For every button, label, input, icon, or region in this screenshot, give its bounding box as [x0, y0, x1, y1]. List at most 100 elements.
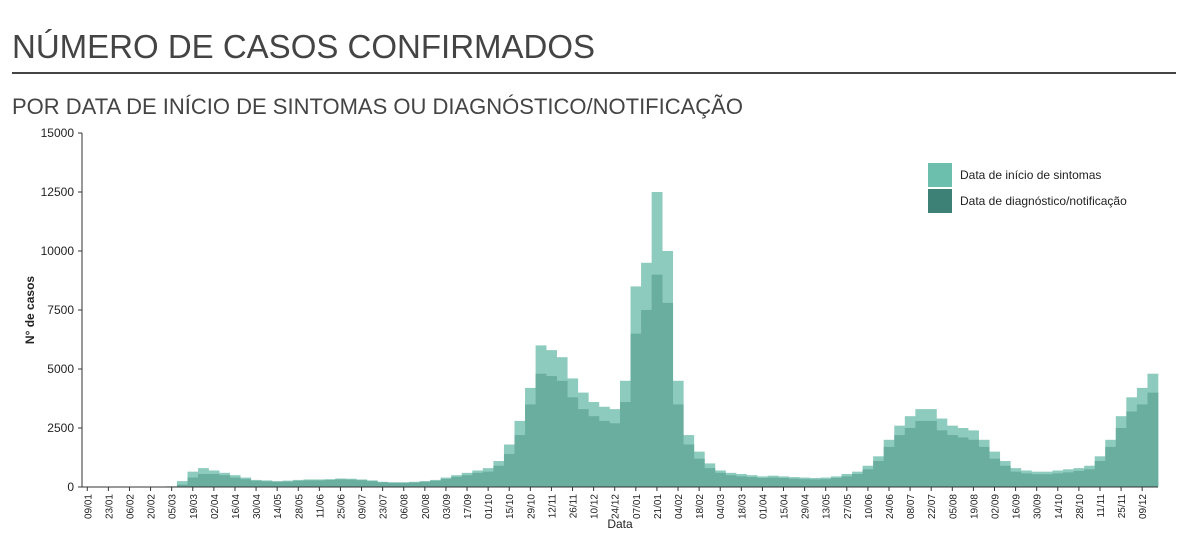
y-tick-label: 7500 [47, 303, 74, 317]
x-tick-label: 10/12 [590, 494, 601, 519]
bar [894, 435, 906, 487]
x-tick-label: 23/01 [104, 494, 115, 519]
bar [292, 480, 304, 487]
bar [577, 409, 589, 487]
bar [1063, 472, 1074, 487]
x-tick-label: 01/04 [758, 494, 769, 519]
bar [1020, 473, 1032, 487]
bar [567, 397, 579, 487]
x-tick-label: 30/09 [1033, 494, 1044, 519]
bar [651, 274, 663, 487]
legend-swatch [928, 163, 952, 187]
bar [1115, 428, 1127, 487]
x-tick-label: 09/01 [83, 494, 94, 519]
bar [1031, 474, 1043, 487]
x-tick-label: 29/04 [801, 494, 812, 519]
bar [1136, 404, 1148, 487]
bar [303, 480, 315, 487]
bar [324, 479, 336, 487]
bar [525, 404, 536, 487]
bar [387, 482, 399, 487]
bar [925, 420, 937, 487]
x-axis-title: Data [607, 517, 633, 531]
x-tick-label: 24/12 [611, 494, 622, 519]
bar [366, 481, 378, 487]
bar [788, 478, 800, 487]
bar [662, 302, 674, 487]
bar [915, 420, 927, 487]
bar [208, 474, 220, 487]
bar [187, 477, 199, 487]
bar [198, 474, 209, 487]
bar [482, 471, 494, 487]
x-tick-label: 09/07 [358, 494, 369, 519]
bar [1041, 474, 1053, 487]
bar [957, 437, 969, 487]
x-tick-label: 15/04 [780, 494, 791, 519]
bar [535, 373, 547, 487]
bar [725, 475, 737, 487]
bar [1073, 470, 1085, 487]
x-tick-label: 30/04 [252, 494, 263, 519]
y-tick-label: 12500 [41, 185, 75, 199]
bar [556, 380, 568, 487]
bar [693, 458, 705, 487]
x-tick-label: 16/09 [1012, 494, 1023, 519]
x-tick-label: 28/10 [1075, 494, 1086, 519]
bar [704, 468, 716, 487]
bar [588, 416, 600, 487]
x-tick-label: 11/11 [1096, 494, 1107, 518]
x-tick-label: 21/01 [653, 494, 664, 519]
bar [398, 482, 410, 487]
x-tick-label: 06/08 [400, 494, 411, 519]
x-tick-label: 09/12 [1138, 494, 1149, 519]
bar [714, 472, 726, 487]
bar [1094, 461, 1106, 487]
x-tick-label: 27/05 [843, 494, 854, 519]
y-tick-label: 0 [67, 480, 74, 494]
bar [451, 476, 463, 487]
bar [1147, 392, 1159, 487]
x-tick-label: 13/05 [822, 494, 833, 519]
bar [250, 480, 262, 487]
bar [999, 465, 1011, 487]
bar [261, 481, 273, 487]
x-tick-label: 15/10 [505, 494, 516, 519]
chart-title: NÚMERO DE CASOS CONFIRMADOS [12, 28, 595, 65]
x-tick-label: 18/03 [737, 494, 748, 519]
x-tick-label: 26/11 [569, 494, 580, 519]
bar [767, 477, 779, 487]
bar [809, 479, 821, 487]
x-tick-label: 10/06 [864, 494, 875, 519]
bar [841, 476, 853, 487]
x-tick-label: 01/10 [484, 494, 495, 519]
x-tick-label: 25/11 [1117, 494, 1128, 519]
bar [176, 484, 188, 487]
x-tick-label: 12/11 [547, 494, 558, 519]
x-tick-label: 22/07 [927, 494, 938, 519]
x-tick-label: 14/05 [273, 494, 284, 519]
bar [609, 423, 621, 487]
y-tick-label: 5000 [47, 362, 74, 376]
bar [314, 480, 325, 487]
bar [409, 482, 420, 487]
x-tick-label: 17/09 [463, 494, 474, 519]
x-tick-label: 19/03 [189, 494, 200, 519]
bar [419, 481, 431, 487]
y-tick-label: 2500 [47, 421, 74, 435]
x-tick-label: 11/06 [315, 494, 326, 519]
x-tick-label: 04/03 [716, 494, 727, 519]
x-tick-label: 08/07 [906, 494, 917, 519]
bar [862, 469, 874, 487]
bar [778, 478, 790, 487]
legend-swatch [928, 189, 952, 213]
bar [377, 482, 389, 487]
bar [968, 439, 979, 487]
bar [229, 477, 241, 487]
bar [799, 479, 811, 487]
bar [514, 435, 526, 487]
y-tick-label: 10000 [41, 244, 75, 258]
x-tick-label: 07/01 [632, 494, 643, 519]
legend-label: Data de início de sintomas [960, 168, 1101, 182]
x-tick-label: 20/02 [147, 494, 158, 519]
